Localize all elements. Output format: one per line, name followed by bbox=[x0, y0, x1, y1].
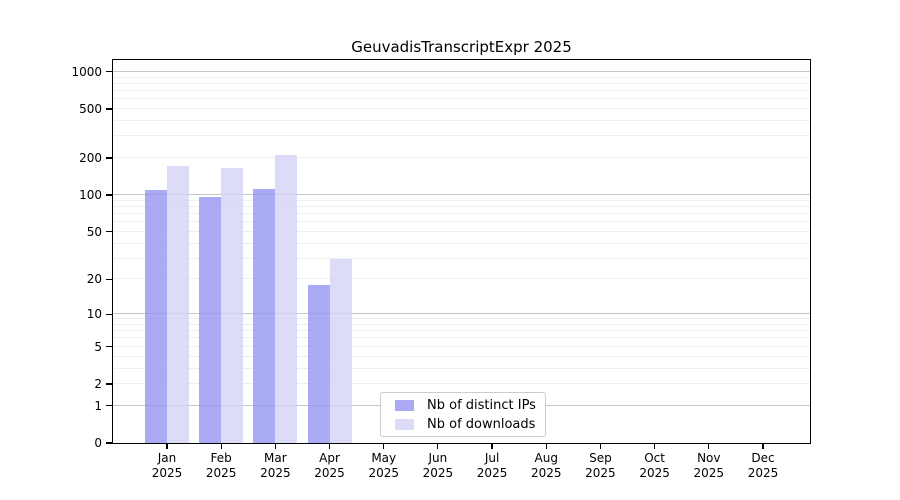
x-tick-label-oct: Oct 2025 bbox=[639, 451, 670, 480]
x-tick bbox=[166, 443, 168, 449]
y-tick bbox=[106, 108, 112, 110]
x-tick bbox=[545, 443, 547, 449]
y-tick-label: 100 bbox=[79, 188, 102, 203]
x-tick bbox=[491, 443, 493, 449]
x-tick-label-feb: Feb 2025 bbox=[205, 451, 237, 480]
y-tick-label: 2 bbox=[94, 376, 102, 391]
x-tick bbox=[599, 443, 602, 449]
x-tick bbox=[708, 443, 710, 449]
x-tick bbox=[762, 443, 764, 449]
x-tick-label-nov: Nov 2025 bbox=[693, 451, 725, 480]
x-tick bbox=[383, 443, 385, 449]
bar-distinct-ips-mar bbox=[253, 189, 276, 443]
legend: Nb of distinct IPs Nb of downloads bbox=[380, 392, 546, 437]
gridline-minor bbox=[113, 242, 810, 244]
gridline-minor bbox=[113, 205, 810, 207]
gridline-minor bbox=[113, 355, 810, 357]
gridline-minor bbox=[113, 108, 810, 110]
bar-distinct-ips-apr bbox=[307, 284, 330, 443]
gridline-minor bbox=[113, 76, 810, 78]
y-tick-label: 50 bbox=[86, 224, 102, 239]
legend-label-distinct-ips: Nb of distinct IPs bbox=[427, 397, 536, 413]
x-tick bbox=[654, 443, 656, 449]
y-tick bbox=[106, 71, 112, 73]
gridline-minor bbox=[113, 278, 810, 280]
y-tick-label: 5 bbox=[94, 339, 102, 354]
legend-label-downloads: Nb of downloads bbox=[427, 416, 536, 432]
x-tick bbox=[220, 443, 222, 449]
x-tick-label-may: May 2025 bbox=[368, 451, 399, 480]
x-tick-label-jan: Jan 2025 bbox=[151, 451, 183, 480]
gridline-minor bbox=[113, 230, 810, 232]
y-tick bbox=[106, 278, 112, 281]
legend-row-downloads: Nb of downloads bbox=[395, 416, 545, 432]
gridline-minor bbox=[113, 257, 810, 259]
gridline-minor bbox=[113, 323, 810, 325]
x-tick bbox=[328, 443, 331, 449]
bar-downloads-feb bbox=[221, 167, 244, 443]
gridline-minor bbox=[113, 120, 810, 121]
y-tick bbox=[106, 313, 112, 315]
y-tick-label: 1000 bbox=[71, 64, 102, 79]
bar-downloads-apr bbox=[329, 258, 352, 443]
x-tick bbox=[274, 443, 276, 449]
x-tick-label-aug: Aug 2025 bbox=[530, 451, 562, 480]
y-tick-label: 10 bbox=[86, 307, 102, 322]
gridline-minor bbox=[113, 382, 810, 384]
x-tick-label-jul: Jul 2025 bbox=[476, 451, 508, 480]
gridline-minor bbox=[113, 135, 810, 137]
x-tick-label-apr: Apr 2025 bbox=[314, 451, 345, 480]
y-tick bbox=[106, 231, 112, 233]
y-tick-label: 500 bbox=[79, 102, 102, 117]
gridline-minor bbox=[113, 199, 810, 201]
gridline-minor bbox=[113, 345, 810, 347]
gridline-minor bbox=[113, 157, 810, 159]
gridline-major bbox=[113, 70, 810, 72]
y-tick bbox=[106, 194, 112, 196]
bar-downloads-jan bbox=[167, 165, 189, 443]
gridline-minor bbox=[113, 82, 810, 84]
y-tick bbox=[106, 383, 112, 385]
y-tick bbox=[106, 346, 112, 348]
gridline-major bbox=[113, 194, 810, 196]
gridline-minor bbox=[113, 337, 810, 339]
y-tick bbox=[106, 405, 112, 407]
legend-row-distinct-ips: Nb of distinct IPs bbox=[395, 397, 545, 413]
legend-swatch-distinct-ips bbox=[395, 399, 414, 411]
x-tick bbox=[437, 443, 439, 449]
gridline-minor bbox=[113, 367, 810, 369]
y-tick bbox=[106, 157, 112, 159]
y-tick bbox=[106, 442, 112, 444]
y-tick-label: 200 bbox=[79, 151, 102, 166]
y-tick-label: 0 bbox=[94, 436, 102, 450]
gridline-major bbox=[113, 313, 810, 315]
gridline-minor bbox=[113, 90, 810, 91]
x-tick-label-mar: Mar 2025 bbox=[260, 451, 291, 480]
plot-area bbox=[113, 60, 810, 443]
gridline-minor bbox=[113, 330, 810, 332]
gridline-minor bbox=[113, 213, 810, 214]
gridline-minor bbox=[113, 221, 810, 223]
x-tick-label-jun: Jun 2025 bbox=[422, 451, 454, 480]
x-tick-label-sep: Sep 2025 bbox=[585, 451, 616, 480]
y-tick-label: 20 bbox=[86, 272, 102, 287]
bar-downloads-mar bbox=[275, 155, 298, 443]
y-tick-label: 1 bbox=[94, 398, 102, 413]
bar-distinct-ips-feb bbox=[199, 196, 222, 443]
chart-title: GeuvadisTranscriptExpr 2025 bbox=[351, 38, 572, 56]
x-tick-label-dec: Dec 2025 bbox=[747, 451, 779, 480]
gridline-minor bbox=[113, 318, 810, 320]
gridline-minor bbox=[113, 98, 810, 100]
bar-distinct-ips-jan bbox=[145, 190, 167, 443]
legend-swatch-downloads bbox=[395, 418, 414, 430]
